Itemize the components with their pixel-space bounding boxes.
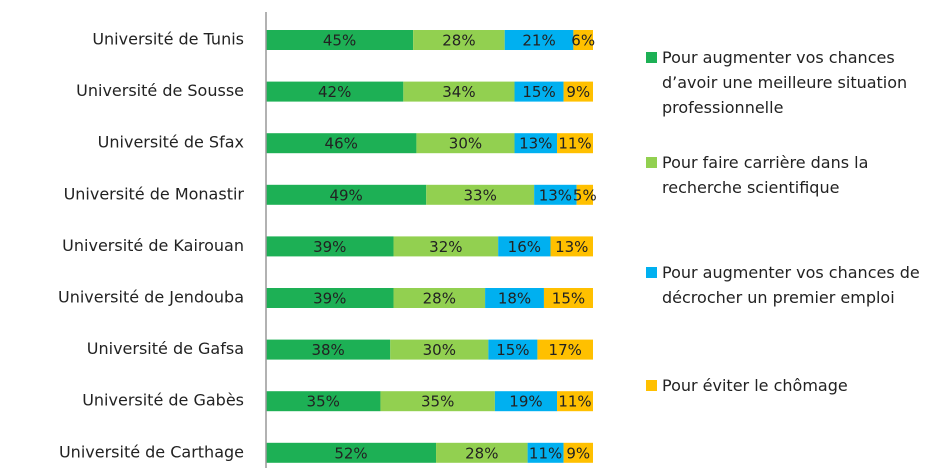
bar-segment: [266, 288, 394, 308]
bar-segment: [266, 442, 437, 463]
y-tick-label: Université de Sousse: [76, 81, 244, 100]
legend-item: Pour augmenter vos chances d’avoir une m…: [646, 45, 931, 120]
bar-segment: [416, 133, 515, 154]
bar-segment: [563, 442, 593, 463]
bar-segment: [576, 184, 593, 205]
bar-segment: [436, 442, 528, 463]
y-tick-label: Université de Carthage: [59, 442, 244, 461]
data-label: 6%: [571, 32, 595, 50]
y-tick-label: Université de Kairouan: [62, 236, 244, 255]
legend-swatch: [646, 267, 657, 278]
data-label: 30%: [449, 135, 482, 153]
data-label: 11%: [558, 393, 591, 411]
bar-segment: [393, 288, 486, 308]
bar-segment: [266, 81, 404, 102]
y-tick-label: Université de Jendouba: [58, 288, 244, 307]
bar-segment: [550, 236, 593, 257]
bar-segment: [527, 442, 564, 463]
legend-swatch: [646, 157, 657, 168]
data-label: 46%: [325, 135, 358, 153]
bar-segment: [573, 30, 593, 50]
legend-label: Pour éviter le chômage: [662, 376, 848, 395]
bar-segment: [543, 288, 593, 308]
data-label: 11%: [529, 444, 562, 462]
bar-segment: [413, 30, 505, 50]
bar-segment: [494, 391, 558, 412]
bar-segment: [266, 184, 427, 205]
bar-segment: [557, 133, 593, 154]
data-label: 28%: [465, 444, 498, 462]
data-label: 42%: [318, 83, 351, 101]
data-label: 28%: [442, 32, 475, 50]
data-label: 19%: [509, 393, 542, 411]
bar-segment: [266, 133, 417, 154]
bar-segment: [485, 288, 544, 308]
bar-segment: [390, 339, 489, 360]
data-label: 35%: [307, 393, 340, 411]
data-label: 28%: [423, 290, 456, 308]
data-label: 13%: [519, 135, 552, 153]
data-label: 18%: [498, 290, 531, 308]
legend-swatch: [646, 52, 657, 63]
data-label: 30%: [423, 341, 456, 359]
data-label: 15%: [552, 290, 585, 308]
y-tick-label: Université de Gafsa: [87, 339, 244, 358]
data-label: 52%: [334, 444, 367, 462]
bar-segment: [534, 184, 577, 205]
data-label: 13%: [539, 186, 572, 204]
legend-swatch: [646, 380, 657, 391]
bar-segment: [557, 391, 593, 412]
data-label: 38%: [311, 341, 344, 359]
data-label: 35%: [421, 393, 454, 411]
legend-item: Pour éviter le chômage: [646, 373, 931, 398]
data-label: 33%: [464, 186, 497, 204]
legend-label: Pour augmenter vos chances de décrocher …: [662, 263, 920, 307]
bar-segment: [403, 81, 515, 102]
bar-segment: [266, 339, 391, 360]
data-label: 49%: [329, 186, 362, 204]
bar-segment: [514, 133, 558, 154]
legend-label: Pour augmenter vos chances d’avoir une m…: [662, 48, 908, 117]
data-label: 39%: [313, 290, 346, 308]
y-tick-label: Université de Monastir: [64, 184, 245, 203]
data-label: 9%: [566, 83, 590, 101]
data-label: 32%: [429, 238, 462, 256]
bar-segment: [266, 30, 414, 50]
data-label: 13%: [555, 238, 588, 256]
bar-segment: [380, 391, 495, 412]
y-tick-label: Université de Sfax: [98, 133, 244, 152]
legend-item: Pour faire carrière dans la recherche sc…: [646, 150, 931, 200]
bar-segment: [514, 81, 564, 102]
y-tick-label: Université de Tunis: [92, 30, 244, 49]
data-label: 17%: [549, 341, 582, 359]
legend-label: Pour faire carrière dans la recherche sc…: [662, 153, 869, 197]
data-label: 15%: [522, 83, 555, 101]
data-label: 5%: [573, 186, 597, 204]
bar-segment: [266, 391, 381, 412]
bar-segment: [266, 236, 394, 257]
data-label: 39%: [313, 238, 346, 256]
bar-segment: [498, 236, 551, 257]
data-label: 15%: [496, 341, 529, 359]
y-tick-label: Université de Gabès: [82, 391, 244, 410]
data-label: 21%: [522, 32, 555, 50]
bar-segment: [393, 236, 499, 257]
data-label: 16%: [508, 238, 541, 256]
bar-segment: [504, 30, 574, 50]
data-label: 9%: [566, 444, 590, 462]
bar-segment: [426, 184, 535, 205]
data-label: 34%: [442, 83, 475, 101]
bar-segment: [488, 339, 538, 360]
legend-item: Pour augmenter vos chances de décrocher …: [646, 260, 931, 310]
data-label: 45%: [323, 32, 356, 50]
data-label: 11%: [558, 135, 591, 153]
bar-segment: [537, 339, 593, 360]
bar-segment: [563, 81, 593, 102]
